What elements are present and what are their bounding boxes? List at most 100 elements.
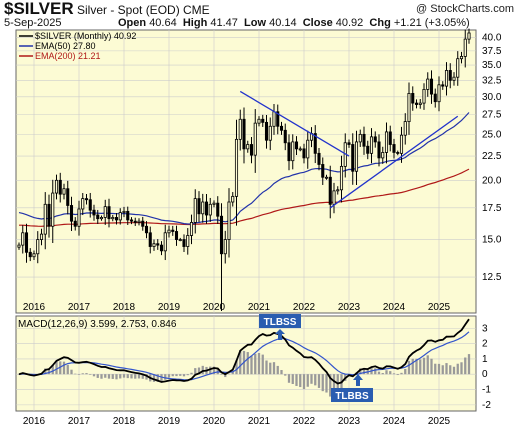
candle-body — [216, 202, 220, 217]
histogram-bar — [201, 365, 204, 375]
trendline — [239, 90, 350, 157]
macd-panel[interactable] — [15, 315, 477, 412]
candle-body — [129, 219, 134, 222]
price-y-tick: 27.5 — [482, 110, 502, 121]
price-panel[interactable] — [15, 29, 477, 314]
histogram-bar — [452, 366, 456, 375]
macd-y-tick: 0 — [482, 369, 488, 380]
candle-body — [152, 243, 156, 247]
open-value: 40.64 — [149, 17, 177, 29]
candle-body — [253, 122, 257, 156]
price-y-tick: 20.0 — [482, 175, 502, 186]
price-x-axis: 2016 2017 2018 2019 2020 2021 2022 2023 2024 2025 — [23, 302, 451, 313]
candle-body — [377, 141, 381, 159]
candle-body — [336, 189, 340, 192]
histogram-bar — [115, 374, 118, 380]
candle-body — [321, 164, 325, 178]
candle-body — [328, 176, 332, 205]
candle-body — [467, 32, 471, 40]
macd-y-tick: 1 — [482, 354, 488, 365]
histogram-bar — [250, 356, 253, 375]
candle-body — [306, 139, 310, 159]
candle-body — [159, 244, 164, 252]
macd-x-tick: 2024 — [383, 416, 406, 427]
candle-body — [238, 118, 242, 140]
histogram-bar — [156, 374, 159, 382]
macd-x-tick: 2021 — [248, 416, 271, 427]
histogram-bar — [175, 374, 178, 377]
candle-body — [351, 144, 355, 172]
candle-body — [62, 188, 66, 195]
candle-body — [358, 133, 362, 143]
annotation-tlbbs: TLBBS — [331, 374, 373, 402]
candle-body — [257, 118, 261, 124]
candle-body — [36, 239, 40, 255]
macd-line — [18, 318, 470, 385]
candle-body — [366, 145, 370, 154]
candle-body — [452, 76, 456, 81]
candle-body — [246, 144, 250, 150]
candle-body — [422, 89, 426, 104]
stockcharts-watermark[interactable]: @ StockCharts.com — [416, 3, 514, 15]
chg-value: +1.21 (+3.05%) — [393, 17, 470, 29]
histogram-bar — [314, 374, 317, 386]
candle-body — [223, 239, 227, 255]
candle-body — [137, 220, 141, 223]
candle-body — [362, 133, 366, 147]
histogram-bar — [51, 364, 54, 375]
histogram-bar — [47, 368, 51, 375]
histogram-bar — [92, 374, 96, 377]
histogram-bar — [385, 370, 388, 375]
histogram-bar — [299, 374, 302, 388]
candle-body — [156, 243, 160, 246]
chart-date: 5-Sep-2025 — [4, 17, 62, 29]
histogram-bar — [160, 374, 163, 383]
price-y-tick: 17.5 — [482, 203, 502, 214]
histogram-bar — [272, 362, 276, 375]
histogram-bar — [449, 365, 452, 375]
histogram-bar — [224, 374, 227, 378]
histogram-bar — [362, 368, 366, 375]
price-y-tick: 22.5 — [482, 151, 502, 162]
candle-body — [313, 133, 317, 154]
histogram-bar — [460, 362, 463, 375]
histogram-bar — [332, 374, 336, 397]
candle-body — [234, 138, 239, 197]
candle-body — [399, 134, 404, 154]
macd-x-tick: 2018 — [113, 416, 136, 427]
histogram-bar — [392, 373, 396, 375]
candle-body — [47, 203, 51, 227]
histogram-bar — [141, 374, 144, 379]
histogram-bar — [100, 374, 103, 379]
macd-title: MACD(12,26,9) 3.599, 2.753, 0.846 — [18, 319, 177, 330]
candle-body — [283, 129, 287, 144]
candle-body — [171, 229, 175, 232]
histogram-bar — [381, 373, 384, 375]
candle-body — [73, 220, 77, 227]
candle-body — [249, 144, 254, 156]
candle-body — [111, 217, 115, 220]
trendline — [329, 115, 459, 209]
histogram-bar — [400, 372, 403, 375]
histogram-bar — [122, 374, 126, 378]
price-y-tick: 30.0 — [482, 92, 502, 103]
candle-body — [272, 111, 276, 127]
candle-body — [347, 142, 351, 145]
candle-body — [418, 102, 422, 105]
histogram-bar — [167, 374, 171, 378]
histogram-bar — [44, 368, 47, 375]
histogram-bar — [434, 363, 437, 375]
candle-body — [174, 231, 179, 240]
histogram-bar — [441, 365, 444, 375]
candle-body — [298, 148, 302, 151]
candle-body — [96, 214, 100, 220]
histogram-bar — [190, 372, 193, 375]
candle-body — [403, 121, 407, 136]
histogram-bar — [179, 374, 182, 376]
high-label: High — [182, 17, 208, 29]
candle-body — [339, 165, 344, 191]
candle-body — [204, 201, 209, 216]
candle-body — [291, 141, 295, 162]
candle-body — [407, 93, 411, 122]
